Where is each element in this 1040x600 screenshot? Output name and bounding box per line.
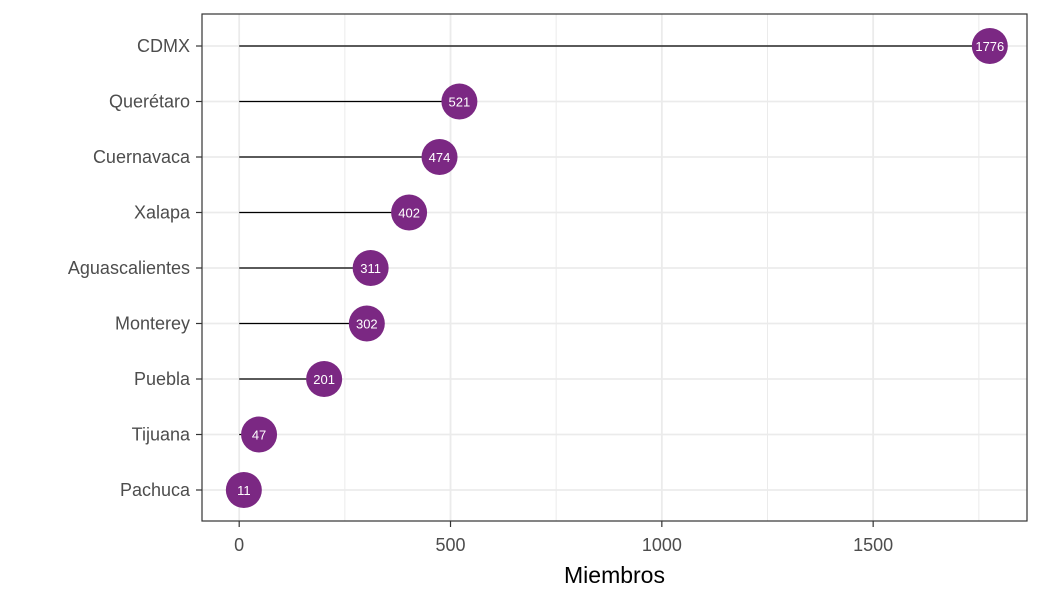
y-tick-label: Aguascalientes <box>68 258 190 278</box>
y-tick-label: Cuernavaca <box>93 147 191 167</box>
lollipop-point <box>391 194 428 231</box>
data-label: 311 <box>360 261 381 276</box>
y-tick-label: Xalapa <box>134 203 191 223</box>
data-label: 1776 <box>975 39 1004 54</box>
lollipop-point <box>306 361 343 397</box>
y-tick-label: Monterey <box>115 314 190 334</box>
lollipop-point <box>225 472 262 508</box>
x-axis-title: Miembros <box>564 562 665 588</box>
y-tick-label: CDMX <box>137 36 190 56</box>
x-tick-label: 0 <box>234 535 244 555</box>
y-tick-label: Tijuana <box>132 425 191 445</box>
x-tick-label: 1000 <box>642 535 682 555</box>
x-tick-label: 500 <box>435 535 465 555</box>
x-tick-label: 1500 <box>853 535 893 555</box>
lollipop-points: 1776 521 474 402 311 302 201 47 11 <box>225 28 1008 508</box>
data-label: 521 <box>449 95 471 110</box>
data-label: 11 <box>237 483 251 498</box>
data-label: 302 <box>356 317 378 332</box>
data-label: 201 <box>313 372 335 387</box>
data-label: 402 <box>398 206 420 221</box>
y-tick-label: Pachuca <box>120 480 191 500</box>
lollipop-point <box>441 83 478 120</box>
data-label: 474 <box>429 150 451 165</box>
y-tick-label: Querétaro <box>109 92 190 112</box>
x-axis: 0 500 1000 1500 <box>234 521 893 555</box>
lollipop-point <box>352 250 389 286</box>
lollipop-point <box>971 28 1008 64</box>
y-tick-label: Puebla <box>134 369 191 389</box>
data-label: 47 <box>252 428 266 443</box>
y-axis: CDMX Querétaro Cuernavaca Xalapa Aguascalien… <box>68 36 202 500</box>
lollipop-point <box>421 139 458 175</box>
lollipop-point <box>241 416 278 453</box>
lollipop-point <box>348 305 385 342</box>
